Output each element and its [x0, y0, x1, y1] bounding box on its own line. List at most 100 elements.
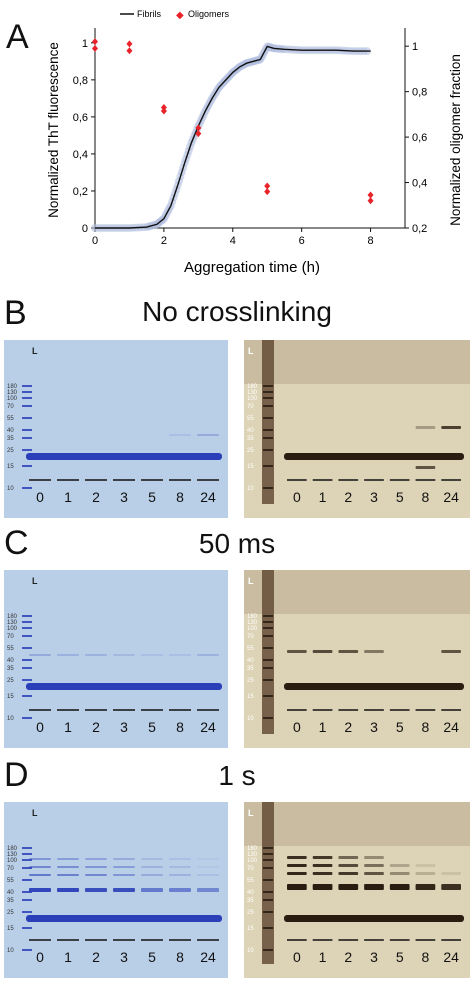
oligomer-band — [197, 866, 219, 868]
oligomer-band — [287, 650, 307, 653]
ladder-value: 15 — [7, 926, 14, 932]
oligomer-band — [197, 434, 219, 436]
oligomer-point — [126, 40, 133, 48]
ladder-value: 10 — [7, 948, 14, 954]
panel-letter-d: D — [4, 756, 29, 794]
lane-label: 3 — [370, 949, 378, 965]
ladder-band — [22, 437, 32, 439]
ladder-band — [263, 717, 273, 719]
ladder-band — [263, 659, 273, 661]
x-tick-label: 0 — [92, 235, 98, 247]
oligomer-band — [441, 650, 461, 653]
ladder-band — [263, 621, 273, 623]
ladder-value: 55 — [7, 646, 14, 652]
lane-label: 8 — [176, 489, 184, 505]
oligomer-band — [389, 864, 410, 867]
oligomer-band — [169, 858, 191, 860]
ladder-lane — [262, 802, 274, 964]
x-tick-label: 8 — [367, 235, 373, 247]
oligomer-band — [338, 872, 359, 875]
ladder-band — [263, 429, 273, 431]
ladder-value: 25 — [7, 910, 14, 916]
oligomer-band — [29, 888, 51, 892]
ladder-band — [22, 879, 32, 881]
ladder-value: 40 — [7, 890, 14, 896]
oligomer-band — [287, 872, 307, 875]
oligomer-band — [113, 858, 135, 860]
ladder-band — [22, 487, 32, 489]
ladder-value: 55 — [7, 416, 14, 422]
lane-label: 5 — [396, 719, 404, 735]
ladder-value: 130 — [7, 852, 18, 858]
ladder-value: 40 — [247, 890, 254, 896]
lane-label: 0 — [293, 949, 301, 965]
oligomer-band — [85, 654, 107, 656]
panel-b-heading: No crosslinking — [142, 296, 332, 327]
lane-label: 24 — [200, 719, 216, 735]
y-left-tick-label: 0,4 — [73, 149, 88, 161]
chart-legend: Fibrils ◆ Oligomers — [120, 9, 230, 21]
oligomer-band — [113, 874, 135, 876]
gel-b-silver: L 180 130 100 70 55 40 35 25 15 10 0 1 2 3 5 8 24 — [244, 340, 470, 518]
chart-a: Fibrils ◆ Oligomers 0 2 4 6 8 0 0,2 0,4 0,6 0,8 1 0… — [46, 9, 463, 276]
gel-d-silver: L 180 130 100 70 55 40 35 25 15 10 0 1 2 3 5 8 24 — [244, 802, 470, 978]
oligomer-band — [169, 866, 191, 868]
ladder-value: 70 — [247, 866, 254, 872]
lane-label: 1 — [64, 489, 72, 505]
oligomer-band — [85, 888, 107, 892]
ladder-band — [263, 417, 273, 419]
ladder-lane — [262, 340, 274, 504]
oligomer-band — [338, 856, 359, 859]
ladder-band — [22, 429, 32, 431]
ladder-value: 40 — [247, 428, 254, 434]
y-left-tick-label: 0 — [82, 223, 88, 235]
lane-label: 3 — [120, 489, 128, 505]
ladder-value: 40 — [7, 428, 14, 434]
panel-d-heading: 1 s — [218, 760, 256, 791]
ladder-band — [263, 859, 273, 861]
lane-label: 24 — [200, 489, 216, 505]
ladder-band — [22, 635, 32, 637]
x-tick-label: 4 — [230, 235, 236, 247]
ladder-band — [263, 667, 273, 669]
oligomer-point — [92, 44, 98, 52]
gel-c-coomassie: L 180 130 100 70 55 40 35 25 15 10 0 1 2 3 5 8 24 — [4, 570, 228, 748]
panel-letter-b: B — [4, 294, 27, 332]
ladder-band — [263, 853, 273, 855]
ladder-band — [263, 487, 273, 489]
oligomer-band — [364, 864, 384, 867]
oligomer-point — [92, 38, 98, 46]
oligomer-band — [312, 864, 333, 867]
ladder-band — [263, 899, 273, 901]
oligomer-point — [126, 47, 133, 55]
ladder-band — [263, 635, 273, 637]
lane-label: 5 — [148, 719, 156, 735]
ladder-band — [263, 847, 273, 849]
oligomer-band — [85, 874, 107, 876]
ladder-value: 130 — [247, 852, 258, 858]
ladder-value: 70 — [7, 866, 14, 872]
lane-label: 2 — [344, 949, 352, 965]
lane-label: 5 — [396, 489, 404, 505]
lane-label: 2 — [344, 719, 352, 735]
oligomer-band — [364, 650, 384, 653]
monomer-band — [284, 915, 464, 922]
ladder-value: 10 — [247, 716, 254, 722]
ladder-band — [22, 621, 32, 623]
oligomer-band — [441, 884, 461, 890]
oligomer-band — [415, 872, 436, 875]
y-left-tick-label: 0,6 — [73, 112, 88, 124]
ladder-band — [263, 397, 273, 399]
oligomer-band — [441, 426, 461, 429]
lane-label: 8 — [176, 719, 184, 735]
lane-label: 2 — [92, 489, 100, 505]
lane-label: 5 — [148, 489, 156, 505]
oligomer-band — [389, 872, 410, 875]
fibrils-line — [95, 45, 371, 229]
lane-label: 24 — [200, 949, 216, 965]
ladder-label: L — [32, 808, 38, 818]
ladder-band — [22, 647, 32, 649]
ladder-value: 10 — [247, 948, 254, 954]
lane-label: 8 — [422, 949, 430, 965]
